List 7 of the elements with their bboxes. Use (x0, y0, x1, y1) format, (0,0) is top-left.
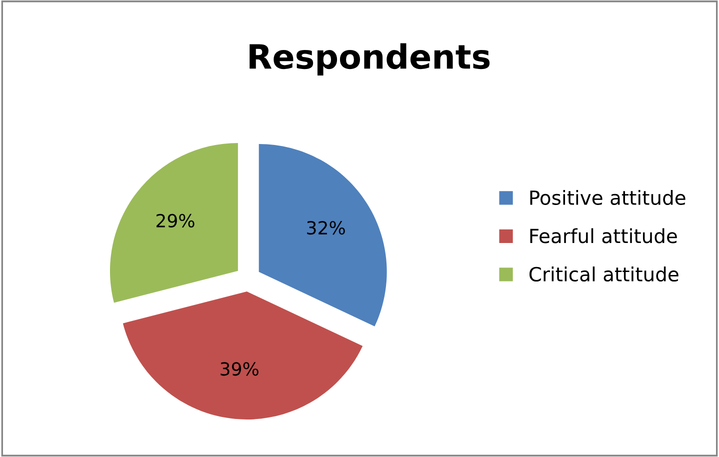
legend-label: Positive attitude (530, 190, 686, 206)
chart-title: Respondents (250, 43, 490, 76)
legend-label: Fearful attitude (530, 228, 677, 244)
data-label: 29% (156, 214, 194, 228)
data-label: 32% (307, 220, 345, 235)
legend-label: Critical attitude (529, 266, 678, 282)
data-label: 39% (220, 362, 258, 376)
